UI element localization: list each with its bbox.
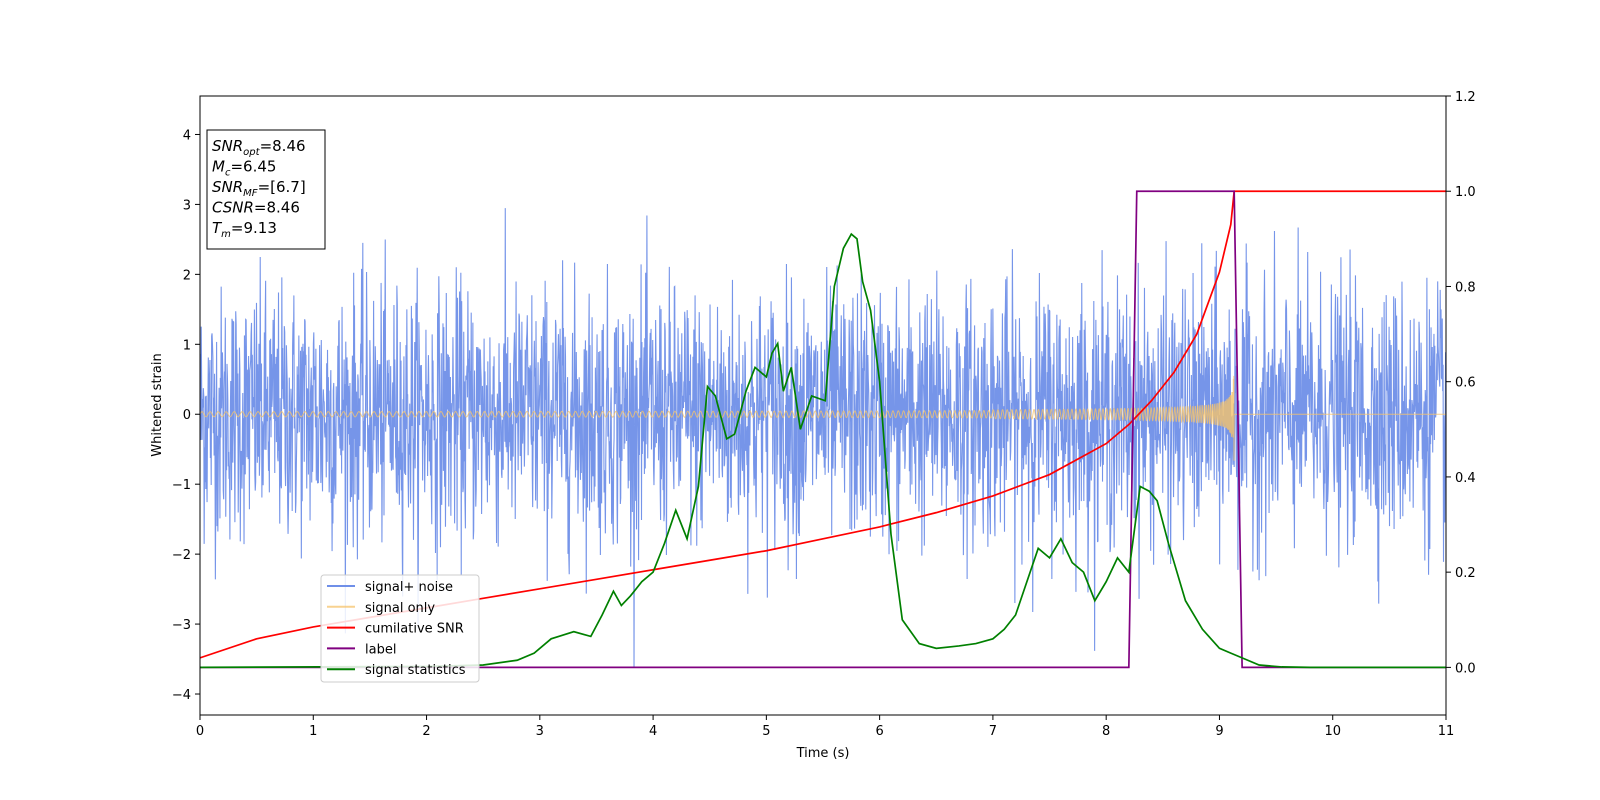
y2-tick-label: 0.2 bbox=[1455, 566, 1476, 581]
x-tick-label: 10 bbox=[1324, 724, 1341, 739]
y-tick-label: −4 bbox=[172, 688, 191, 703]
x-tick-label: 11 bbox=[1438, 724, 1455, 739]
y2-tick-label: 0.0 bbox=[1455, 661, 1476, 676]
legend-entry: signal+ noise bbox=[365, 580, 453, 595]
x-tick-label: 3 bbox=[536, 724, 544, 739]
y-tick-label: 3 bbox=[183, 198, 191, 213]
signal-only-line bbox=[200, 375, 1446, 461]
legend-entry: label bbox=[365, 642, 396, 657]
x-axis-label: Time (s) bbox=[796, 746, 850, 761]
y-axis-label: Whitened strain bbox=[150, 353, 165, 456]
annotation-frame bbox=[206, 129, 326, 250]
x-tick-label: 4 bbox=[649, 724, 657, 739]
x-tick-label: 1 bbox=[309, 724, 317, 739]
annotation-line: SNRopt=8.46 bbox=[212, 137, 306, 158]
legend-entry: signal statistics bbox=[365, 663, 466, 678]
annotation-line: Mc=6.45 bbox=[212, 158, 276, 179]
series-signal-statistics bbox=[200, 232, 1446, 669]
x-tick-label: 5 bbox=[762, 724, 770, 739]
legend: signal+ noise signal only cumilative SNR la… bbox=[320, 574, 480, 683]
x-tick-label: 6 bbox=[875, 724, 883, 739]
plot-frame bbox=[199, 95, 1447, 716]
x-tick-label: 7 bbox=[989, 724, 997, 739]
y-tick-label: −3 bbox=[172, 618, 191, 633]
y2-tick-label: 0.4 bbox=[1455, 471, 1476, 486]
y-axis-left: −4 −3 −2 −1 0 1 2 3 4 bbox=[172, 128, 200, 703]
y-tick-label: 0 bbox=[183, 408, 191, 423]
series-label bbox=[200, 190, 1446, 669]
annotation-line: SNRMF=[6.7] bbox=[212, 178, 306, 199]
x-tick-label: 9 bbox=[1215, 724, 1223, 739]
annotation-line: CSNR=8.46 bbox=[212, 199, 300, 217]
y2-tick-label: 1.2 bbox=[1455, 90, 1476, 105]
y-tick-label: 2 bbox=[183, 268, 191, 283]
y-tick-label: 1 bbox=[183, 338, 191, 353]
x-tick-label: 2 bbox=[422, 724, 430, 739]
legend-frame bbox=[320, 574, 480, 683]
y-tick-label: −2 bbox=[172, 548, 191, 563]
y-tick-label: −1 bbox=[172, 478, 191, 493]
y2-tick-label: 1.0 bbox=[1455, 185, 1476, 200]
x-axis: 0 1 2 3 4 5 6 7 8 9 10 11 bbox=[196, 715, 1454, 739]
y-axis-right: 0.0 0.2 0.4 0.6 0.8 1.0 1.2 bbox=[1446, 90, 1476, 676]
y2-tick-label: 0.6 bbox=[1455, 376, 1476, 391]
legend-entry: cumilative SNR bbox=[365, 622, 464, 637]
legend-entry: signal only bbox=[365, 601, 435, 616]
y2-tick-label: 0.8 bbox=[1455, 280, 1476, 295]
x-tick-label: 8 bbox=[1102, 724, 1110, 739]
x-tick-label: 0 bbox=[196, 724, 204, 739]
annotation-line: Tm=9.13 bbox=[212, 219, 277, 240]
y-tick-label: 4 bbox=[183, 128, 191, 143]
series-signal-only bbox=[200, 375, 1446, 461]
